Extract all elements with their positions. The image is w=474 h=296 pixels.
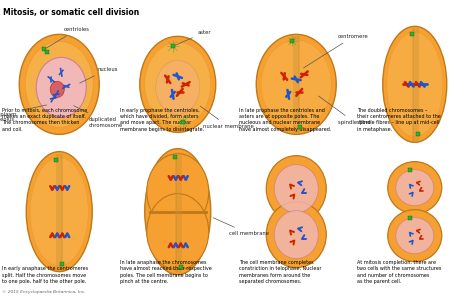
Ellipse shape (388, 162, 442, 214)
Ellipse shape (383, 26, 447, 142)
Ellipse shape (145, 42, 211, 126)
Ellipse shape (387, 32, 443, 136)
Ellipse shape (256, 34, 336, 134)
Ellipse shape (156, 60, 200, 114)
Ellipse shape (396, 170, 434, 206)
Text: aster: aster (175, 30, 211, 45)
Text: centromere: centromere (304, 34, 369, 68)
Ellipse shape (147, 154, 209, 230)
Ellipse shape (266, 202, 326, 268)
Ellipse shape (19, 34, 99, 134)
Ellipse shape (261, 40, 331, 128)
Text: cytoplasm: cytoplasm (0, 105, 46, 117)
Ellipse shape (147, 194, 209, 270)
Ellipse shape (274, 211, 318, 259)
Text: In early prophase the centrioles,
which have divided, form asters
and move apart: In early prophase the centrioles, which … (120, 107, 205, 132)
Text: nuclear membrane: nuclear membrane (200, 106, 254, 129)
Text: At mitosis completion, there are
two cells with the same structures
and number o: At mitosis completion, there are two cel… (357, 260, 442, 284)
Text: In late prophase the centrioles and
asters are at opposite poles. The
nucleous a: In late prophase the centrioles and aste… (239, 107, 331, 132)
Ellipse shape (30, 158, 88, 266)
Ellipse shape (25, 41, 93, 127)
Text: duplicated
chromosome: duplicated chromosome (74, 106, 124, 128)
Text: spindle fibre: spindle fibre (319, 96, 371, 125)
Text: Mitosis, or somatic cell division: Mitosis, or somatic cell division (3, 8, 139, 17)
Text: Prior to mitosis, each chromosome
makes an exact duplicate of itself.
The chromo: Prior to mitosis, each chromosome makes … (2, 107, 87, 132)
Ellipse shape (266, 156, 326, 222)
Ellipse shape (145, 149, 211, 275)
Text: The cell membrane completes
constriction in telophase. Nuclear
membranes form ar: The cell membrane completes constriction… (239, 260, 321, 284)
Text: In late anaphase the chromosomes
have almost reached their respective
poles. The: In late anaphase the chromosomes have al… (120, 260, 212, 284)
Ellipse shape (396, 218, 434, 254)
Ellipse shape (388, 210, 442, 262)
Ellipse shape (50, 81, 64, 97)
Text: nucleus: nucleus (80, 67, 118, 83)
Ellipse shape (26, 152, 92, 272)
Text: The doubled chromosomes –
their centromeres attached to the
spindle fibres – lin: The doubled chromosomes – their centrome… (357, 107, 441, 132)
Ellipse shape (149, 155, 207, 269)
Text: In early anaphase the centromeres
split. Half the chromosomes move
to one pole, : In early anaphase the centromeres split.… (2, 266, 88, 284)
Text: nucleolus: nucleolus (0, 117, 14, 122)
Text: centrioles: centrioles (46, 27, 90, 48)
Ellipse shape (140, 36, 216, 132)
Text: © 2015 Encyclopaedia Britannica, Inc.: © 2015 Encyclopaedia Britannica, Inc. (2, 290, 86, 294)
Ellipse shape (274, 165, 318, 213)
Ellipse shape (36, 57, 86, 117)
Text: cell membrane: cell membrane (213, 218, 269, 236)
